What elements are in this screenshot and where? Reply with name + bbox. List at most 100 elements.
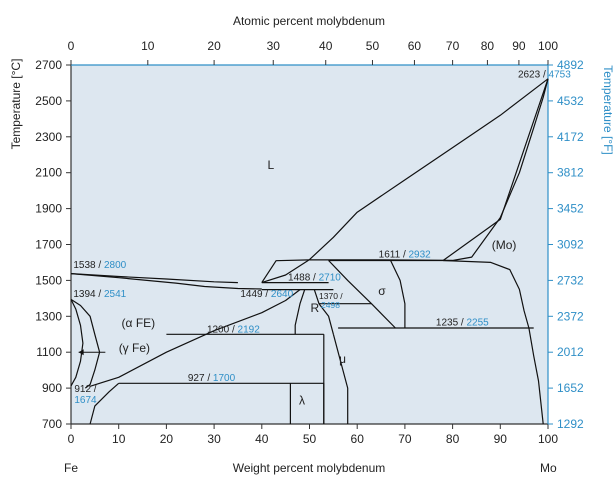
- annotation-celsius: 1370 /: [319, 291, 343, 301]
- right-tick-label: 3452: [557, 202, 584, 216]
- left-tick-label: 2100: [35, 166, 62, 180]
- top-tick-label: 0: [68, 39, 75, 53]
- left-tick-label: 1100: [36, 345, 62, 359]
- right-tick-label: 4172: [557, 130, 584, 144]
- phase-line-r-phase-right: [313, 289, 334, 335]
- bottom-axis-title: Weight percent molybdenum: [233, 461, 386, 475]
- annotation-fahrenheit: 1674: [74, 395, 97, 406]
- phase-line-solidus-fe-side: [70, 273, 238, 284]
- annotation-fahrenheit: 2932: [409, 249, 432, 260]
- left-axis-title: Temperature [°C]: [9, 59, 23, 150]
- right-tick-label: 1292: [557, 417, 584, 431]
- top-tick-label: 90: [512, 39, 526, 53]
- bottom-tick-label: 90: [494, 432, 508, 446]
- phase-line-alpha-solvus-low: [89, 382, 120, 425]
- top-tick-label: 70: [446, 39, 460, 53]
- phase-line-alpha-gamma-upper: [70, 298, 101, 389]
- annotation-fahrenheit: 2498: [321, 300, 340, 310]
- bottom-tick-label: 40: [255, 432, 269, 446]
- phase-label: λ: [299, 393, 305, 407]
- annotation: 1235 / 2255: [436, 318, 489, 329]
- axis-ticks: 0 10 20 30 40 50 60 70 80 90 100 0 10 20 30 40 50 60 70 80 9…: [35, 39, 584, 446]
- left-tick-label: 1500: [35, 273, 62, 287]
- point-annotations: 2623 / 4753 1538 / 2800 1394 / 2541 1611 / …: [73, 70, 571, 406]
- annotation-fahrenheit: 1700: [213, 373, 236, 384]
- phase-line-mu-right: [332, 334, 349, 424]
- top-tick-label: 60: [408, 39, 422, 53]
- annotation-fahrenheit: 2192: [238, 324, 261, 335]
- left-tick-label: 1900: [35, 202, 62, 216]
- bottom-tick-label: 50: [303, 432, 317, 446]
- bottom-tick-label: 70: [398, 432, 412, 446]
- annotation: 1488 / 2710: [288, 272, 341, 283]
- top-axis-title: Atomic percent molybdenum: [233, 14, 385, 28]
- annotation-celsius: 1488 /: [288, 272, 319, 283]
- annotation-fahrenheit: 2640: [271, 289, 294, 300]
- left-tick-label: 1300: [35, 309, 62, 323]
- left-tick-label: 700: [42, 417, 62, 431]
- right-tick-label: 4892: [557, 58, 584, 72]
- annotation-fahrenheit: 2255: [466, 318, 489, 329]
- top-tick-label: 100: [538, 39, 558, 53]
- phase-labels: L (Mo) σ R (α FE) (γ Fe) μ λ: [119, 158, 517, 407]
- annotation-celsius: 1394 /: [73, 289, 104, 300]
- gamma-arrow-head: [78, 349, 84, 356]
- top-tick-label: 40: [319, 39, 333, 53]
- bottom-tick-label: 10: [112, 432, 126, 446]
- right-tick-label: 4532: [557, 94, 584, 108]
- bottom-tick-label: 30: [207, 432, 221, 446]
- annotation: 1200 / 2192: [207, 324, 260, 335]
- phase-boundaries: [70, 78, 549, 425]
- phase-label: σ: [378, 284, 386, 298]
- phase-line-sigma-right: [390, 260, 406, 328]
- phase-line-alpha-solvus: [89, 289, 301, 387]
- phase-line-alpha-gamma-lower: [70, 299, 84, 387]
- phase-label: R: [310, 301, 319, 315]
- bottom-tick-label: 60: [351, 432, 365, 446]
- plot-background: [71, 65, 548, 424]
- annotation-celsius: 1449 /: [240, 289, 271, 300]
- annotation-celsius: 927 /: [188, 373, 213, 384]
- phase-line-upper-liquidus-line: [261, 78, 549, 284]
- annotation: 2623 / 4753: [518, 70, 571, 81]
- annotation-fahrenheit: 4753: [549, 70, 572, 81]
- right-tick-label: 2372: [557, 309, 584, 323]
- annotation: 1538 / 2800: [73, 260, 126, 271]
- right-tick-label: 1652: [557, 381, 584, 395]
- annotation-celsius: 1538 /: [73, 260, 104, 271]
- annotation-fahrenheit: 2710: [319, 272, 342, 283]
- right-tick-label: 2732: [557, 273, 584, 287]
- left-tick-label: 2700: [35, 58, 62, 72]
- top-tick-label: 10: [141, 39, 155, 53]
- left-tick-label: 1700: [35, 238, 62, 252]
- annotation-celsius: 1611 /: [379, 249, 409, 260]
- phase-label: (γ Fe): [119, 341, 150, 355]
- bottom-tick-label: 100: [538, 432, 558, 446]
- left-tick-label: 900: [42, 381, 62, 395]
- phase-label: (α FE): [122, 316, 156, 330]
- annotation: 1449 / 2640: [240, 289, 293, 300]
- annotation-fahrenheit: 2541: [104, 289, 127, 300]
- annotation: 1394 / 2541: [73, 289, 126, 300]
- annotation: 1611 / 2932: [379, 249, 432, 260]
- top-tick-label: 30: [267, 39, 281, 53]
- annotation-celsius: 1235 /: [436, 318, 467, 329]
- end-label-mo: Mo: [540, 461, 557, 475]
- phase-line-sigma-left: [328, 260, 396, 329]
- right-tick-label: 2012: [557, 345, 584, 359]
- phase-label: (Mo): [492, 238, 517, 252]
- annotation-celsius: 1200 /: [207, 324, 238, 335]
- phase-line-liquidus-fe-side: [70, 273, 262, 290]
- annotation-celsius: 912 /: [74, 384, 96, 395]
- left-tick-label: 2500: [35, 94, 62, 108]
- right-tick-label: 3812: [557, 166, 584, 180]
- annotation: 927 / 1700: [188, 373, 236, 384]
- top-tick-label: 50: [366, 39, 380, 53]
- bottom-tick-label: 0: [68, 432, 75, 446]
- phase-line-solidus-mo: [442, 78, 549, 261]
- right-tick-label: 3092: [557, 238, 584, 252]
- top-tick-label: 20: [207, 39, 221, 53]
- bottom-tick-label: 20: [160, 432, 174, 446]
- top-tick-label: 80: [481, 39, 495, 53]
